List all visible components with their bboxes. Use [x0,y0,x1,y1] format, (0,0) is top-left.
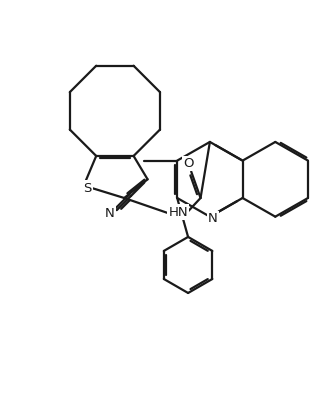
Text: O: O [184,157,194,170]
Text: N: N [105,207,115,220]
Text: HN: HN [168,206,188,219]
Text: N: N [208,212,218,225]
Text: S: S [83,181,92,194]
